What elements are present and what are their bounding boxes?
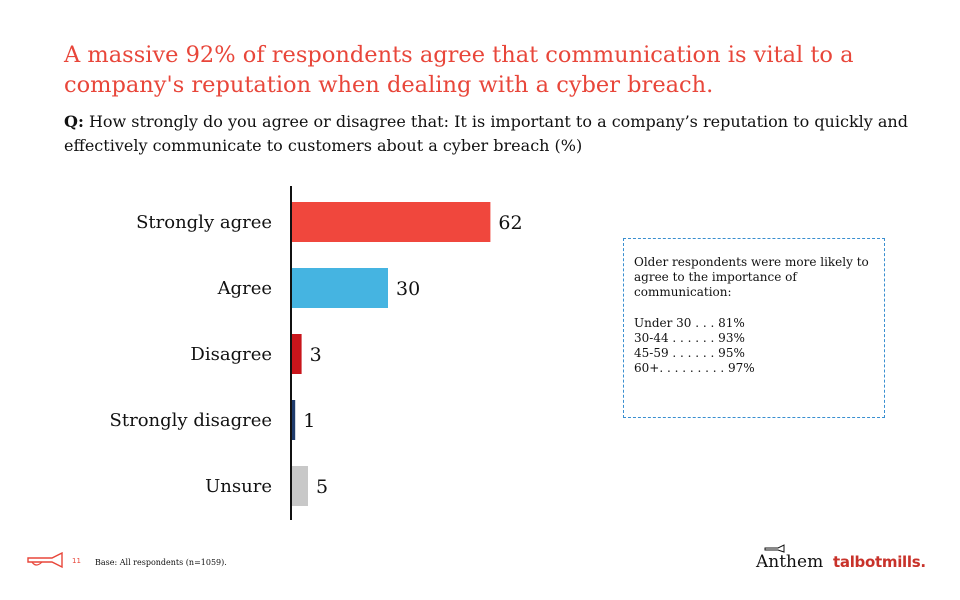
bar — [292, 334, 302, 374]
bar — [292, 400, 296, 440]
survey-question: Q: How strongly do you agree or disagree… — [64, 110, 924, 158]
question-prefix: Q: — [64, 112, 84, 131]
age-note-row: 60+. . . . . . . . . 97% — [634, 361, 755, 375]
age-note-intro: Older respondents were more likely to ag… — [634, 255, 869, 299]
data-label: 30 — [396, 278, 420, 300]
age-note-box: Older respondents were more likely to ag… — [623, 238, 885, 418]
page-number: 11 — [72, 557, 81, 565]
age-note-row: 30-44 . . . . . . 93% — [634, 331, 745, 345]
footnote-base: Base: All respondents (n=1059). — [95, 558, 227, 567]
category-label: Strongly agree — [136, 212, 272, 233]
page-title: A massive 92% of respondents agree that … — [64, 42, 854, 98]
category-label: Strongly disagree — [110, 410, 272, 431]
trumpet-icon — [27, 552, 63, 569]
data-label: 1 — [303, 410, 315, 432]
question-text: How strongly do you agree or disagree th… — [64, 112, 908, 155]
data-label: 62 — [498, 212, 522, 234]
category-label: Unsure — [205, 476, 272, 497]
bar — [292, 268, 388, 308]
talbot-logo-text: talbot — [833, 553, 882, 571]
bar-chart: Strongly agree 62 Agree 30 Disagree 3 Strongly… — [110, 186, 523, 520]
data-label: 5 — [316, 476, 328, 498]
category-label: Agree — [217, 278, 272, 299]
age-note-row: 45-59 . . . . . . 95% — [634, 346, 745, 360]
age-note-row: Under 30 . . . 81% — [634, 316, 745, 330]
trumpet-icon — [764, 544, 785, 553]
talbotmills-logo: talbotmills. — [833, 553, 926, 571]
bar — [292, 466, 308, 506]
anthem-logo: Anthem — [756, 552, 824, 572]
bar — [292, 202, 491, 242]
mills-logo-text: mills. — [881, 553, 926, 571]
data-label: 3 — [310, 344, 322, 366]
category-label: Disagree — [190, 344, 272, 365]
